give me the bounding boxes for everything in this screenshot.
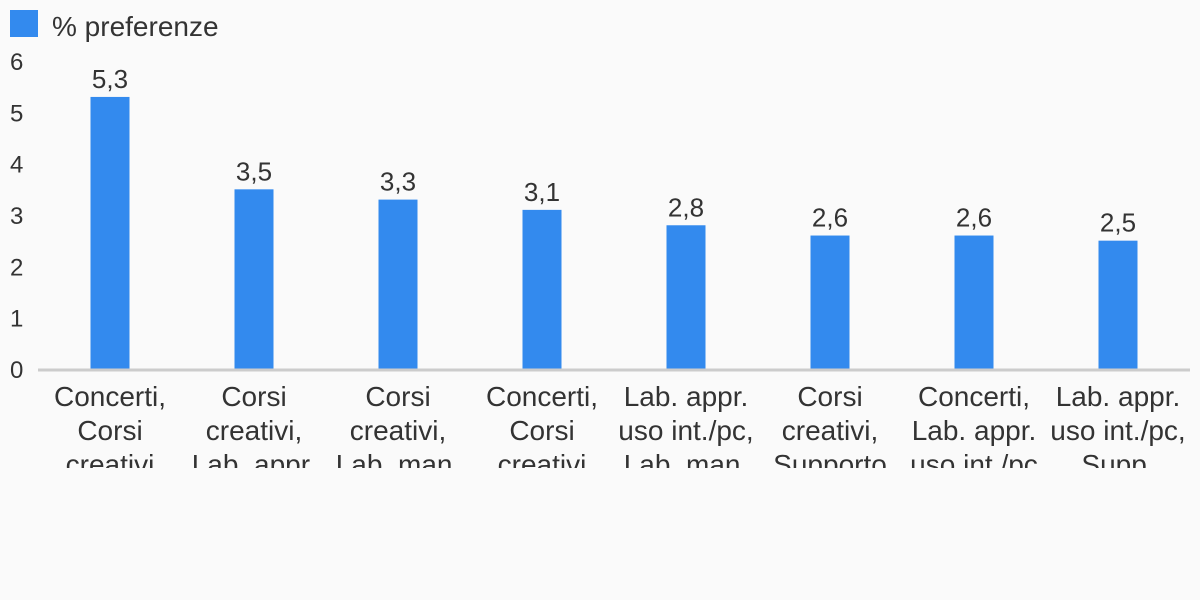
bar <box>522 209 562 369</box>
category-label-line: creativi <box>498 449 587 480</box>
category-label: Lab. appr.uso int./pc,Supp. <box>1050 381 1185 480</box>
bar <box>810 235 850 369</box>
data-labels: 5,3 3,5 3,3 3,1 2,8 2,6 2,6 2,5 <box>92 64 1136 238</box>
category-label-line: Lab. appr. <box>624 381 749 412</box>
bar <box>234 189 274 369</box>
category-label-line: creativi <box>66 449 155 480</box>
category-label-line: Lab. appr. <box>1056 381 1181 412</box>
category-label-line: Corsi <box>509 415 574 446</box>
bar <box>90 96 130 369</box>
category-label-line: creativi, <box>350 415 446 446</box>
data-label: 2,5 <box>1100 208 1136 238</box>
y-tick-label: 5 <box>10 100 23 127</box>
legend-swatch <box>10 10 38 37</box>
category-label-line: Lab. man. <box>624 449 749 480</box>
legend: % preferenze <box>10 10 219 42</box>
bar <box>954 235 994 369</box>
category-label: Lab. appr.uso int./pc,Lab. man. <box>618 381 753 480</box>
category-label: Concerti,Lab. appr.uso int./pc <box>910 381 1038 480</box>
y-tick-label: 1 <box>10 306 23 333</box>
category-label-line: Lab. man. <box>336 449 461 480</box>
category-label-line: Concerti, <box>486 381 598 412</box>
y-tick-label: 2 <box>10 254 23 281</box>
category-label-line: Supporto <box>773 449 887 480</box>
category-label-line: Concerti, <box>54 381 166 412</box>
category-label-line: Corsi <box>365 381 430 412</box>
data-label: 2,6 <box>812 203 848 233</box>
category-label-line: Supp. <box>1081 449 1154 480</box>
data-label: 2,6 <box>956 203 992 233</box>
category-label-line: Corsi <box>221 381 286 412</box>
category-label-line: creativi, <box>782 415 878 446</box>
legend-label: % preferenze <box>52 11 219 42</box>
y-tick-label: 6 <box>10 49 23 76</box>
y-tick-label: 0 <box>10 357 23 384</box>
y-tick-label: 4 <box>10 152 23 179</box>
data-label: 3,3 <box>380 167 416 197</box>
data-label: 2,8 <box>668 192 704 222</box>
bars <box>90 96 1138 369</box>
category-label-line: uso int./pc, <box>618 415 753 446</box>
y-tick-label: 3 <box>10 203 23 230</box>
data-label: 3,1 <box>524 177 560 207</box>
bar <box>1098 240 1138 369</box>
y-axis-ticks: 0 1 2 3 4 5 6 <box>10 49 23 384</box>
category-label-line: Lab. appr. <box>192 449 317 480</box>
category-label-line: creativi, <box>206 415 302 446</box>
bar <box>378 199 418 369</box>
data-label: 3,5 <box>236 156 272 186</box>
data-label: 5,3 <box>92 64 128 94</box>
category-label-line: Corsi <box>77 415 142 446</box>
category-label-line: Lab. appr. <box>912 415 1037 446</box>
bar <box>666 225 706 369</box>
category-labels: Concerti,CorsicreativiCorsicreativi,Lab.… <box>54 381 1186 480</box>
category-label-line: uso int./pc <box>910 449 1038 480</box>
category-label-line: uso int./pc, <box>1050 415 1185 446</box>
category-label-line: Concerti, <box>918 381 1030 412</box>
category-label-line: Corsi <box>797 381 862 412</box>
